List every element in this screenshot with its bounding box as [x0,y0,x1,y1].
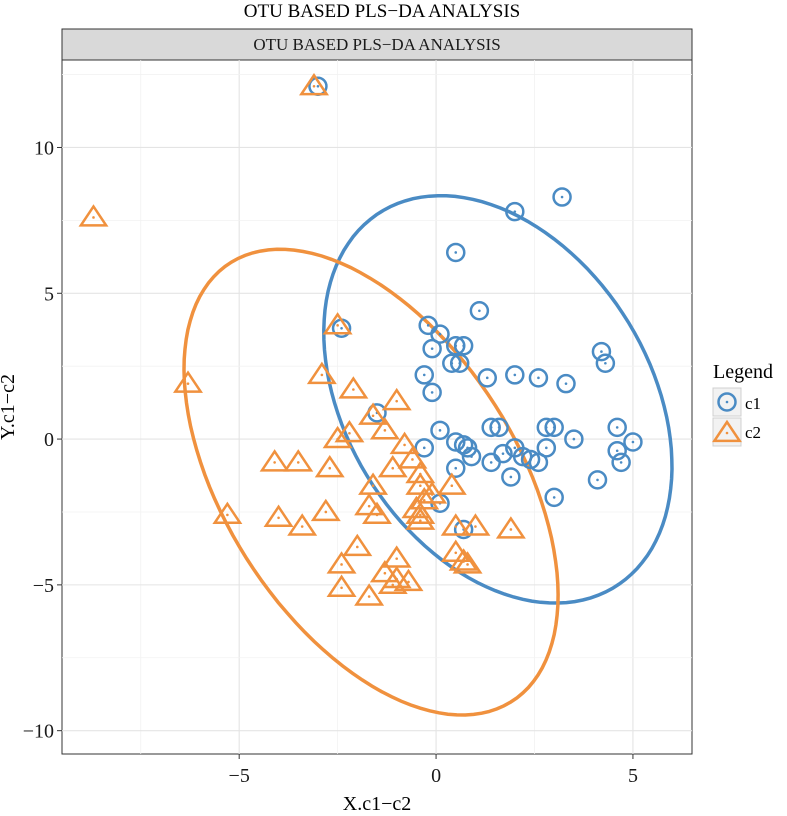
point-c2 [358,472,389,495]
point-c2 [436,472,467,495]
point-c2 [283,449,314,472]
point-c1 [446,458,466,478]
point-c1 [489,417,509,438]
point-c1 [449,353,470,374]
point-c1 [528,452,549,473]
x-axis-label: X.c1−c2 [343,793,411,815]
point-c2 [354,583,385,606]
point-c2 [306,361,337,385]
point-c2 [405,501,436,525]
point-c2 [287,513,318,536]
point-c1 [536,438,557,458]
point-c2 [393,568,424,592]
point-c2 [377,571,408,595]
point-c1 [477,368,497,388]
point-c1 [461,446,482,467]
point-c2 [405,507,436,530]
point-c2 [495,516,526,539]
data-points [78,72,643,606]
y-tick-label: 0 [44,429,54,451]
y-axis-label: Y.c1−c2 [0,374,19,440]
legend-label-c1: c1 [745,394,761,413]
x-tick-label: 5 [628,765,638,787]
point-c1 [414,438,434,458]
grid-lines [62,60,692,754]
point-c2 [78,204,109,227]
point-c2 [362,501,392,525]
point-c1 [623,432,643,452]
point-c2 [263,504,294,527]
point-c2 [322,312,353,335]
plot-panel [61,59,693,755]
point-c2 [358,402,389,425]
point-c2 [334,419,365,443]
point-c1 [564,429,584,449]
point-c2 [322,425,353,449]
y-tick-label: −10 [23,721,54,743]
point-c1 [595,353,616,374]
ellipse-c1 [322,193,674,605]
legend: Legend c1 c2 [712,361,773,447]
point-c1 [505,365,525,385]
point-c2 [326,574,357,597]
point-c2 [259,449,290,472]
y-tick-label: −5 [33,575,54,597]
point-c2 [369,559,400,583]
point-c2 [342,533,373,557]
point-c1 [607,440,627,461]
point-c2 [299,72,329,96]
point-c1 [481,452,501,473]
point-c1 [607,417,627,438]
point-c1 [414,365,434,385]
point-c2 [460,513,491,536]
y-tick-label: 10 [34,137,54,159]
point-c2 [338,376,369,399]
point-c1 [544,487,564,508]
point-c2 [173,370,203,393]
point-c1 [501,467,521,487]
y-tick-label: 5 [44,283,54,305]
x-tick-label: −5 [229,765,250,787]
point-c1 [544,417,564,438]
legend-key-c2 [712,419,742,443]
facet-strip [61,28,693,61]
point-c2 [381,387,412,411]
point-c1 [469,301,490,321]
axis-ticks: −5 0 5 −10 −5 0 5 10 [23,137,638,787]
point-c1 [611,452,631,473]
chart-title: OTU BASED PLS−DA ANALYSIS [244,1,520,22]
point-c1 [552,187,572,207]
point-c1 [505,201,525,222]
legend-key-c1 [717,392,737,412]
point-c2 [314,454,345,478]
confidence-ellipses [182,193,674,717]
point-c1 [430,420,450,441]
point-c1 [528,368,549,388]
x-tick-label: 0 [431,765,441,787]
point-c1 [422,338,442,359]
legend-keys [712,392,742,443]
ellipse-c2 [182,247,560,717]
point-c2 [389,431,420,455]
point-c2 [440,513,471,536]
legend-title: Legend [713,361,773,383]
point-c2 [212,501,243,525]
facet-label: OTU BASED PLS−DA ANALYSIS [253,35,500,54]
point-c1 [591,341,612,362]
legend-label-c2: c2 [745,423,761,442]
point-c1 [446,242,466,263]
point-c1 [430,324,450,344]
point-c1 [453,336,474,356]
point-c1 [556,373,576,394]
point-c2 [397,446,428,469]
point-c1 [587,470,608,490]
point-c1 [422,382,442,403]
point-c2 [310,498,341,522]
point-c2 [452,551,483,574]
point-c2 [369,417,400,440]
point-c2 [326,551,357,574]
